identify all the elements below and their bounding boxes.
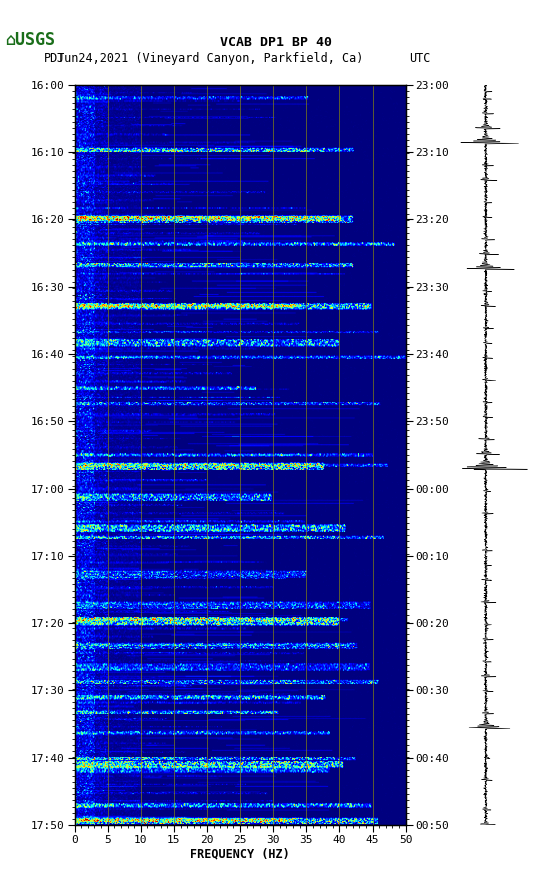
Text: ⌂USGS: ⌂USGS bbox=[6, 31, 56, 49]
Text: VCAB DP1 BP 40: VCAB DP1 BP 40 bbox=[220, 36, 332, 49]
X-axis label: FREQUENCY (HZ): FREQUENCY (HZ) bbox=[190, 847, 290, 861]
Text: UTC: UTC bbox=[409, 52, 430, 65]
Text: Jun24,2021 (Vineyard Canyon, Parkfield, Ca): Jun24,2021 (Vineyard Canyon, Parkfield, … bbox=[56, 52, 363, 65]
Text: PDT: PDT bbox=[44, 52, 66, 65]
